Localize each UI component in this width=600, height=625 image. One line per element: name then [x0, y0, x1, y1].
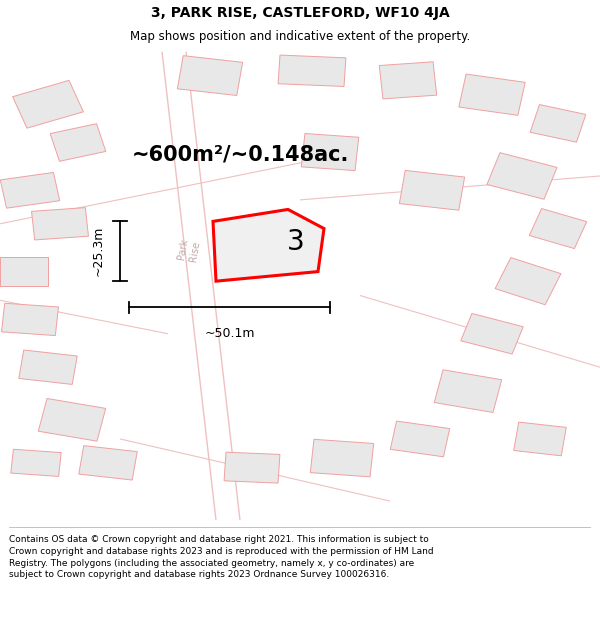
Polygon shape: [0, 258, 48, 286]
Text: ~25.3m: ~25.3m: [92, 226, 105, 276]
Polygon shape: [459, 74, 525, 116]
Polygon shape: [487, 152, 557, 199]
Polygon shape: [38, 399, 106, 441]
Polygon shape: [224, 452, 280, 483]
Polygon shape: [0, 173, 60, 208]
Polygon shape: [530, 104, 586, 142]
Polygon shape: [178, 56, 242, 96]
Polygon shape: [379, 62, 437, 99]
Polygon shape: [2, 303, 58, 336]
Text: 3, PARK RISE, CASTLEFORD, WF10 4JA: 3, PARK RISE, CASTLEFORD, WF10 4JA: [151, 6, 449, 20]
Polygon shape: [434, 370, 502, 413]
Polygon shape: [301, 134, 359, 171]
Polygon shape: [514, 422, 566, 456]
Polygon shape: [495, 258, 561, 305]
Text: ~600m²/~0.148ac.: ~600m²/~0.148ac.: [132, 144, 349, 164]
Polygon shape: [400, 171, 464, 210]
Text: ~50.1m: ~50.1m: [204, 327, 255, 339]
Polygon shape: [32, 208, 88, 240]
Polygon shape: [50, 124, 106, 161]
Text: Park
Rise: Park Rise: [176, 238, 202, 262]
Polygon shape: [529, 209, 587, 249]
Polygon shape: [13, 81, 83, 128]
Polygon shape: [213, 209, 324, 281]
Polygon shape: [11, 449, 61, 476]
Polygon shape: [461, 314, 523, 354]
Text: Contains OS data © Crown copyright and database right 2021. This information is : Contains OS data © Crown copyright and d…: [9, 535, 434, 579]
Polygon shape: [278, 55, 346, 86]
Text: Map shows position and indicative extent of the property.: Map shows position and indicative extent…: [130, 30, 470, 43]
Polygon shape: [310, 439, 374, 477]
Polygon shape: [390, 421, 450, 457]
Polygon shape: [79, 446, 137, 480]
Text: 3: 3: [287, 228, 305, 256]
Polygon shape: [19, 350, 77, 384]
